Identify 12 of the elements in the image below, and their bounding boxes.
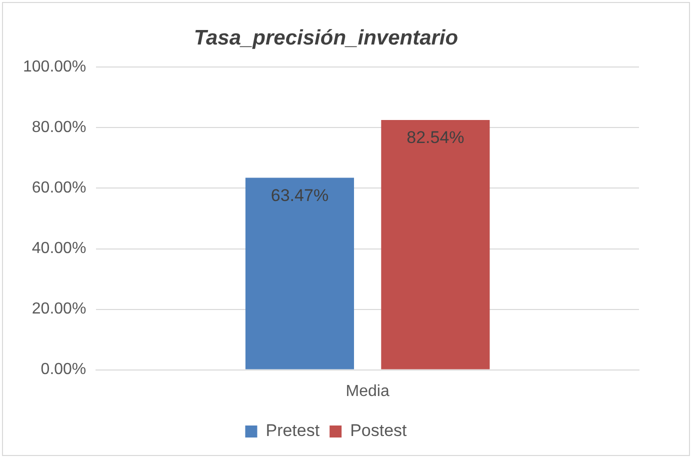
y-tick-label: 80.00% (32, 119, 86, 136)
legend-label: Pretest (266, 421, 320, 440)
y-tick-label: 20.00% (32, 300, 86, 318)
y-tick-label: 60.00% (32, 180, 86, 197)
data-label: 63.47% (270, 186, 329, 205)
y-tick-label: 100.00% (22, 58, 86, 76)
x-tick-label: Media (346, 382, 390, 400)
y-tick-label: 0.00% (40, 361, 86, 378)
data-label: 82.54% (406, 128, 464, 148)
chart-title: Tasa_precisión_inventario (194, 26, 458, 50)
legend-label: Postest (350, 421, 408, 440)
y-tick-label: 40.00% (32, 240, 86, 258)
